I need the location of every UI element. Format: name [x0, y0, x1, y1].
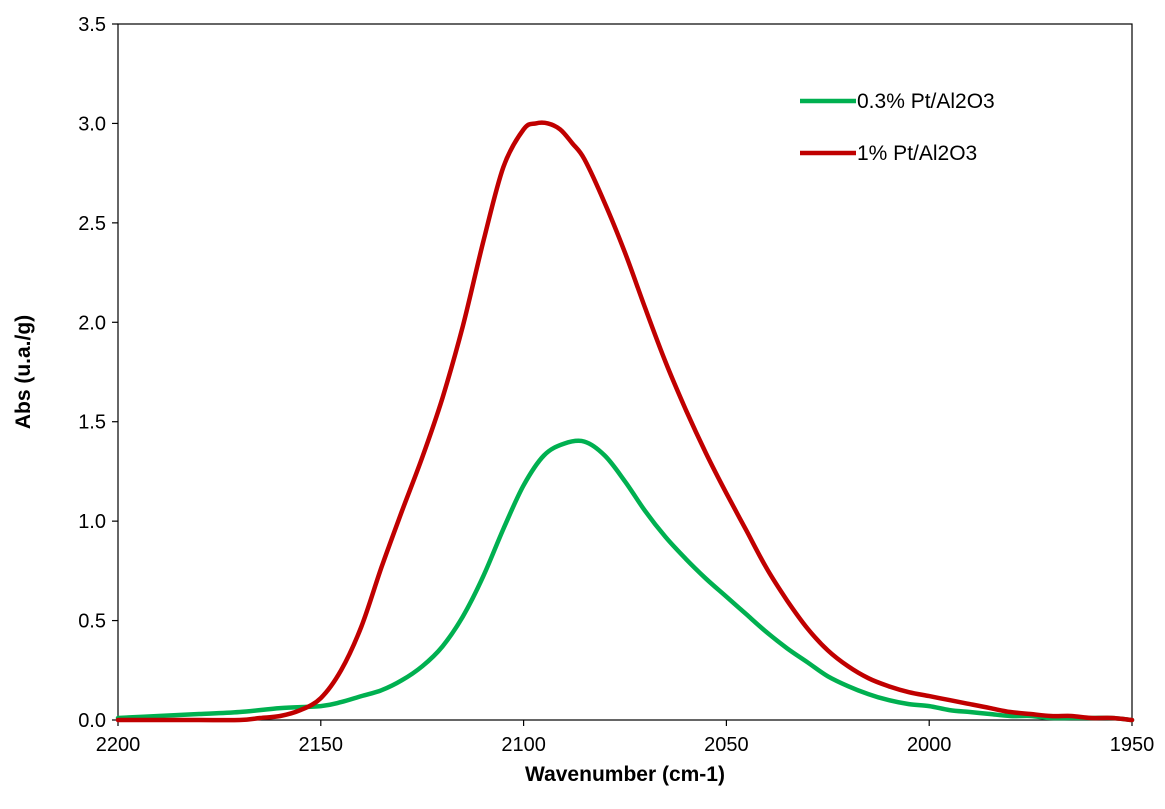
y-tick-label: 2.0	[78, 312, 106, 334]
y-tick-label: 0.5	[78, 611, 106, 633]
y-tick-label: 0.0	[78, 710, 106, 732]
legend: 0.3% Pt/Al2O3 1% Pt/Al2O3	[800, 90, 995, 165]
plot-area	[117, 23, 1133, 721]
x-axis-title: Wavenumber (cm-1)	[525, 763, 725, 786]
series-layer	[115, 120, 1135, 723]
x-axis-ticks: 2200 2150 2100 2050 2000 1950	[96, 720, 1155, 756]
y-tick-label: 1.0	[78, 511, 106, 533]
x-tick-label: 2100	[501, 734, 546, 756]
x-tick-label: 2200	[96, 734, 141, 756]
y-tick-label: 2.5	[78, 213, 106, 235]
x-tick-label: 2150	[299, 734, 344, 756]
x-tick-label: 2000	[907, 734, 952, 756]
y-tick-label: 1.5	[78, 412, 106, 434]
x-tick-label: 2050	[704, 734, 749, 756]
legend-label-1: 0.3% Pt/Al2O3	[857, 90, 995, 113]
y-tick-label: 3.0	[78, 113, 106, 135]
series-line-2	[115, 120, 1135, 723]
legend-label-2: 1% Pt/Al2O3	[857, 142, 977, 165]
y-axis-ticks: 0.0 0.5 1.0 1.5 2.0 2.5 3.0 3.5	[78, 14, 118, 732]
y-axis-title: Abs (u.a./g)	[12, 315, 35, 429]
series-line-1	[115, 438, 1135, 723]
x-tick-label: 1950	[1110, 734, 1155, 756]
y-tick-label: 3.5	[78, 14, 106, 36]
